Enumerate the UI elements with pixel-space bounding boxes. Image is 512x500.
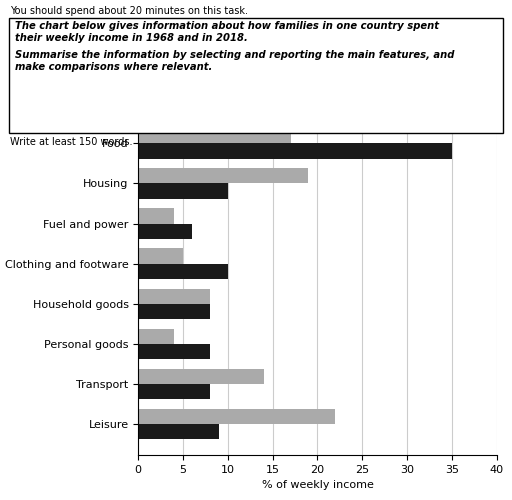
Bar [138,369,264,384]
Bar [138,328,174,344]
Bar [138,409,335,424]
Text: The chart below gives information about how families in one country spent: The chart below gives information about … [15,21,439,31]
Text: Summarise the information by selecting and reporting the main features, and: Summarise the information by selecting a… [15,50,455,60]
Legend: 1968, 2018: 1968, 2018 [257,86,378,105]
Bar [138,144,452,158]
Bar [138,384,210,400]
Bar [138,248,183,264]
Bar [138,304,210,319]
Text: Write at least 150 words.: Write at least 150 words. [10,137,133,147]
Text: You should spend about 20 minutes on this task.: You should spend about 20 minutes on thi… [10,6,248,16]
Text: make comparisons where relevant.: make comparisons where relevant. [15,62,212,72]
X-axis label: % of weekly income: % of weekly income [262,480,373,490]
Bar [138,168,308,184]
Bar [138,344,210,359]
Bar [138,424,219,440]
Text: their weekly income in 1968 and in 2018.: their weekly income in 1968 and in 2018. [15,33,248,43]
Bar [138,184,228,198]
Bar [138,288,210,304]
Title: 1968 and 2018: average weekly spending by families: 1968 and 2018: average weekly spending b… [131,88,504,102]
Bar [138,264,228,279]
Bar [138,224,192,239]
Bar [138,128,291,144]
Bar [138,208,174,224]
